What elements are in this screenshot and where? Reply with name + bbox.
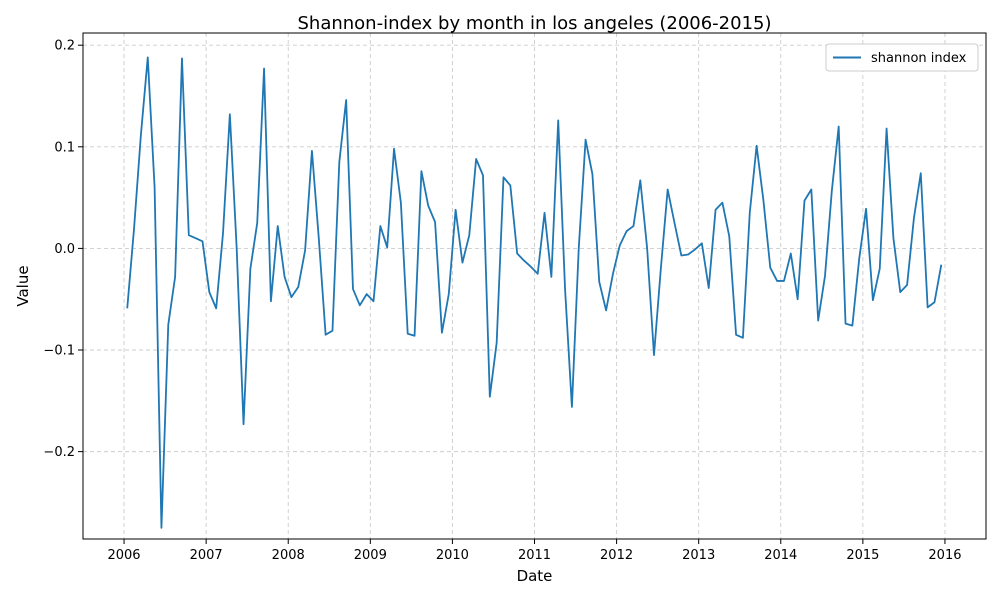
y-axis-label: Value [14,265,32,306]
y-tick-label: 0.2 [54,39,75,54]
y-tick-label: −0.1 [43,344,75,359]
x-tick-label: 2014 [764,548,797,563]
series-layer [126,56,943,529]
x-tick-label: 2015 [846,548,879,563]
x-tick-label: 2011 [518,548,551,563]
y-tick-label: −0.2 [43,445,75,460]
y-tick-label: 0.1 [54,140,75,155]
x-axis-label: Date [517,567,553,585]
x-tick-label: 2007 [190,548,223,563]
x-tick-label: 2013 [682,548,715,563]
x-tick-label: 2006 [107,548,140,563]
legend-label: shannon index [871,51,967,66]
x-tick-label: 2010 [436,548,469,563]
x-tick-label: 2009 [354,548,387,563]
ticks: 2006 2007 2008 2009 2010 2011 2012 2013 2014 2015… [43,39,961,563]
x-tick-label: 2016 [928,548,961,563]
x-tick-label: 2012 [600,548,633,563]
legend-box [825,43,979,72]
series-line-0 [126,56,943,529]
y-tick-label: 0.0 [54,242,75,257]
legend: shannon index [825,43,979,72]
x-tick-label: 2008 [272,548,305,563]
grid [83,33,986,539]
chart-title: Shannon-index by month in los angeles (2… [297,13,771,34]
